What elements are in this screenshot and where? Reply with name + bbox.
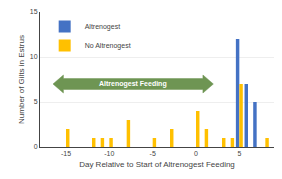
svg-text:0: 0 [194, 150, 198, 157]
svg-text:Number of Gilts in Estrus: Number of Gilts in Estrus [17, 35, 26, 124]
svg-text:5: 5 [34, 98, 38, 105]
svg-text:No Altrenogest: No Altrenogest [85, 42, 131, 50]
svg-text:-5: -5 [150, 150, 156, 157]
svg-text:-15: -15 [61, 150, 71, 157]
svg-text:15: 15 [30, 8, 38, 15]
svg-text:0: 0 [34, 143, 38, 150]
svg-text:Altrenogest Feeding: Altrenogest Feeding [99, 80, 167, 88]
svg-text:Altrenogest: Altrenogest [85, 23, 120, 31]
svg-text:-10: -10 [104, 150, 114, 157]
svg-text:Day Relative to Start of Altre: Day Relative to Start of Altrenogest Fee… [79, 160, 235, 169]
svg-text:10: 10 [30, 53, 38, 60]
svg-text:5: 5 [237, 150, 241, 157]
